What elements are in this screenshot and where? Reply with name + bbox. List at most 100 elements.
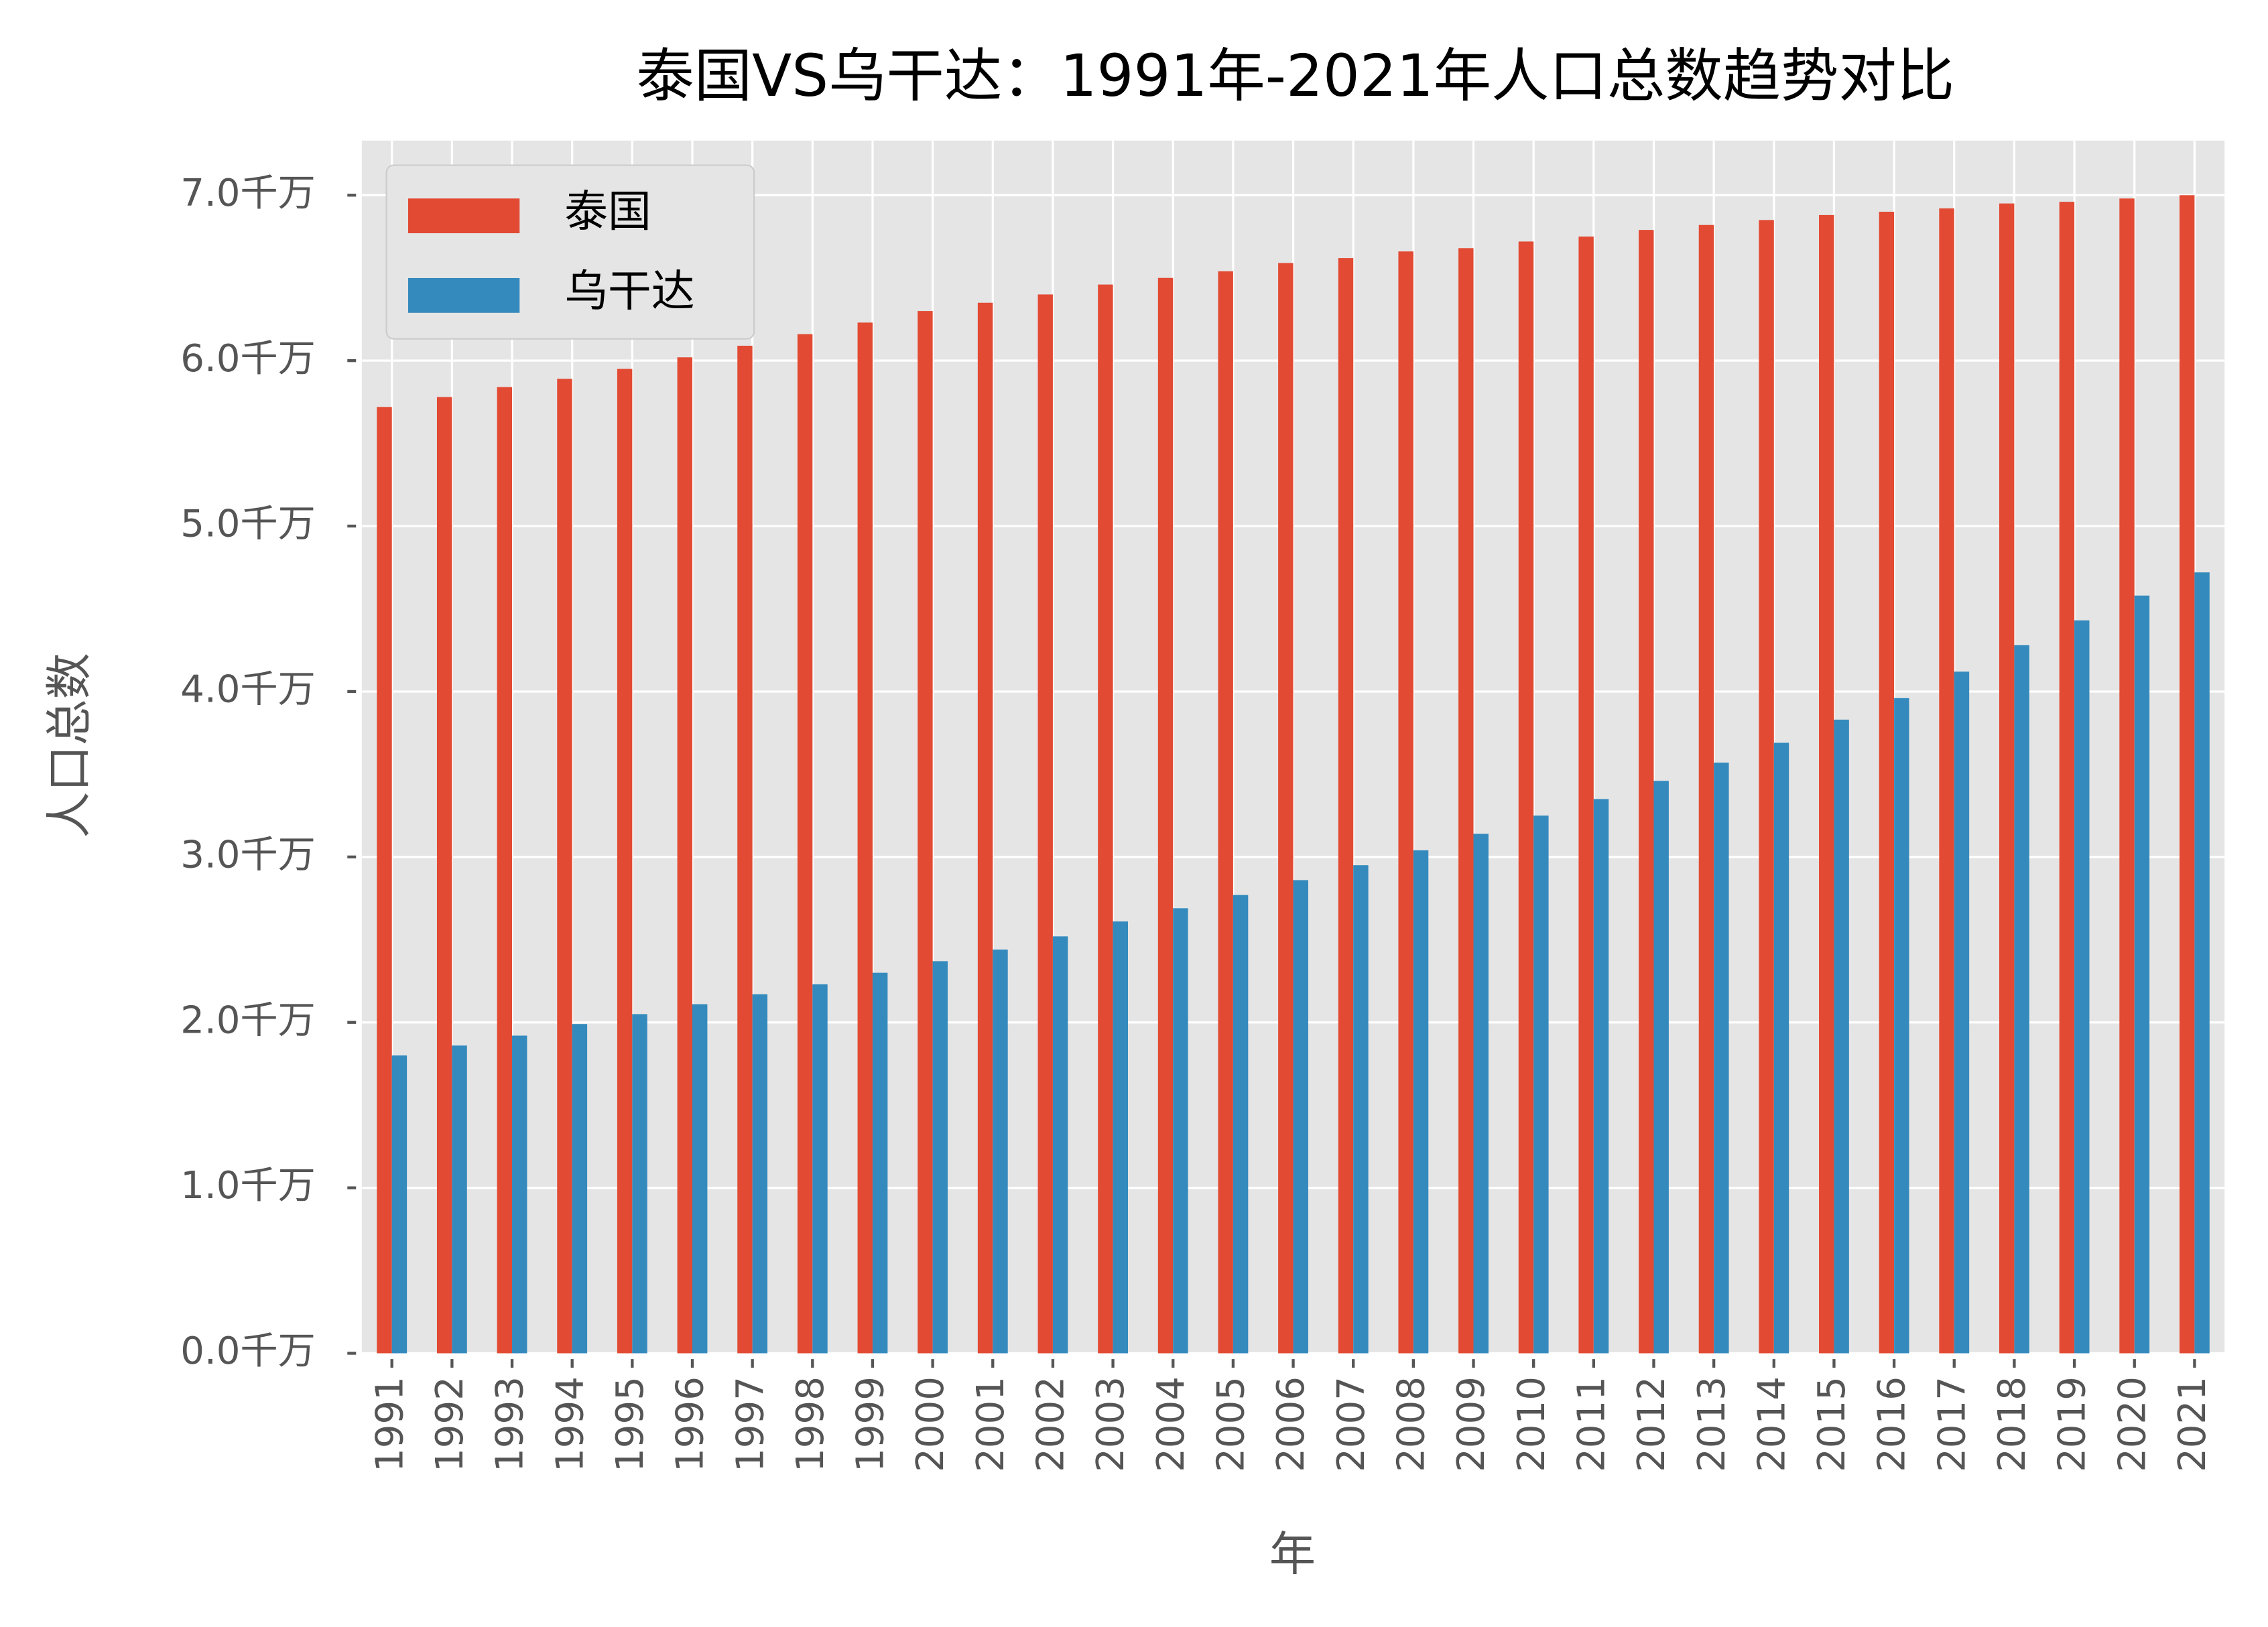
bar [2179, 195, 2195, 1354]
bar [1338, 258, 1354, 1354]
x-tick-label: 2011 [1570, 1376, 1613, 1472]
bar [1759, 220, 1774, 1354]
x-tick-label: 2018 [1991, 1376, 2034, 1472]
bar [857, 322, 873, 1354]
bar [1999, 203, 2015, 1354]
x-tick-label: 1995 [609, 1376, 652, 1472]
x-tick-label: 1997 [729, 1376, 772, 1472]
x-tick-label: 2008 [1389, 1376, 1433, 1472]
bar [677, 357, 692, 1354]
x-tick-label: 2012 [1630, 1376, 1674, 1472]
bar [2134, 595, 2150, 1354]
bar [557, 379, 572, 1354]
x-tick-label: 2021 [2171, 1376, 2214, 1472]
bar [977, 302, 993, 1354]
bar [452, 1045, 467, 1354]
bar [1714, 763, 1729, 1354]
bar [1653, 781, 1669, 1354]
bar [1578, 237, 1594, 1354]
x-tick-label: 1996 [669, 1376, 712, 1472]
bar [1113, 921, 1128, 1354]
legend-swatch [407, 198, 520, 234]
x-tick-label: 2007 [1330, 1376, 1373, 1472]
y-tick-label: 5.0千万 [180, 503, 316, 546]
bar [812, 984, 828, 1354]
bar [752, 994, 768, 1354]
bar [632, 1014, 647, 1354]
bar [1098, 284, 1113, 1354]
bar [872, 972, 888, 1354]
x-tick-label: 1993 [489, 1376, 532, 1472]
bar [512, 1035, 527, 1354]
bar [377, 407, 392, 1354]
legend-swatch [407, 277, 520, 313]
bar [436, 397, 452, 1354]
x-tick-label: 2009 [1450, 1376, 1493, 1472]
bar [391, 1055, 407, 1354]
x-tick-label: 2005 [1210, 1376, 1253, 1472]
x-tick-label: 2017 [1930, 1376, 1974, 1472]
bar [1398, 251, 1413, 1354]
y-tick-label: 1.0千万 [180, 1164, 316, 1208]
bar [2059, 202, 2075, 1354]
y-tick-label: 7.0千万 [180, 172, 316, 215]
x-tick-label: 2000 [909, 1376, 952, 1472]
bar [572, 1024, 588, 1354]
x-axis-label: 年 [1269, 1528, 1316, 1581]
bar [1293, 880, 1308, 1354]
x-tick-label: 2003 [1089, 1376, 1133, 1472]
bar [1278, 263, 1294, 1354]
bar [1458, 248, 1474, 1354]
bar [1037, 294, 1053, 1354]
bar [797, 334, 813, 1354]
y-tick-label: 2.0千万 [180, 998, 316, 1042]
bar [692, 1004, 708, 1354]
bar [1413, 850, 1429, 1354]
bar [617, 369, 633, 1354]
bar [1639, 230, 1654, 1354]
bar [918, 311, 933, 1354]
bar [2194, 572, 2210, 1354]
legend-label: 泰国 [564, 187, 651, 237]
bar [1879, 211, 1895, 1354]
x-tick-label: 2002 [1029, 1376, 1073, 1472]
y-tick-label: 4.0千万 [180, 668, 316, 712]
bar [2074, 620, 2090, 1354]
bar [1157, 277, 1174, 1354]
bar [993, 950, 1008, 1354]
bar [1894, 698, 1909, 1354]
x-tick-label: 2014 [1750, 1376, 1793, 1472]
bar [1939, 208, 1954, 1354]
bar [1233, 895, 1249, 1354]
bar [1834, 719, 1849, 1354]
bar [1518, 241, 1534, 1354]
x-tick-label: 2010 [1510, 1376, 1554, 1472]
bar [1819, 214, 1834, 1354]
x-tick-label: 2019 [2051, 1376, 2094, 1472]
y-tick-label: 3.0千万 [180, 833, 316, 876]
bar [1533, 816, 1549, 1354]
bar [1052, 936, 1068, 1354]
y-tick-label: 6.0千万 [180, 337, 316, 381]
x-tick-label: 2013 [1690, 1376, 1734, 1472]
bar [1698, 224, 1714, 1354]
x-tick-label: 2006 [1269, 1376, 1313, 1472]
x-tick-label: 1999 [849, 1376, 893, 1472]
bar [497, 387, 513, 1354]
x-tick-label: 1992 [428, 1376, 472, 1472]
bar [1773, 742, 1789, 1354]
bar [932, 961, 948, 1354]
bar [737, 345, 753, 1354]
bar [1954, 671, 1970, 1354]
x-tick-label: 1994 [548, 1376, 592, 1472]
x-tick-label: 2015 [1810, 1376, 1854, 1472]
y-axis-label: 人口总数 [43, 653, 97, 838]
x-tick-label: 2016 [1871, 1376, 1914, 1472]
bar [1173, 908, 1188, 1354]
bar [1353, 865, 1369, 1354]
bar [2014, 645, 2029, 1354]
chart-title: 泰国VS乌干达：1991年-2021年人口总数趋势对比 [636, 43, 1954, 110]
y-tick-label: 0.0千万 [180, 1329, 316, 1373]
x-tick-label: 2001 [969, 1376, 1013, 1472]
